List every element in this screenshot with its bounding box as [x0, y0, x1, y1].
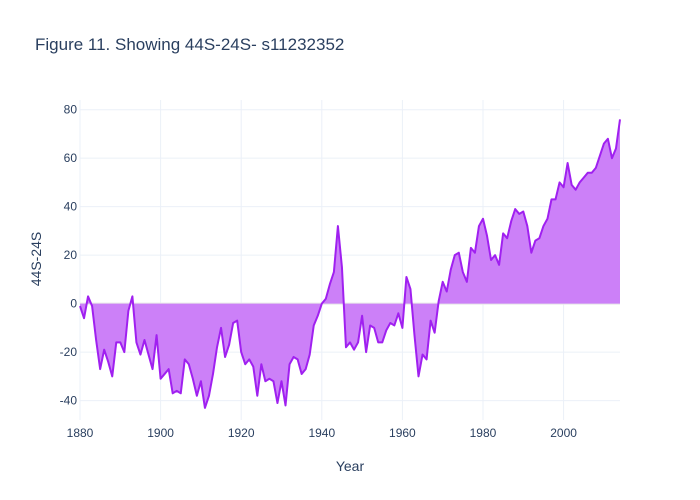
area-fill — [80, 119, 620, 408]
y-tick-label: 40 — [64, 200, 78, 214]
x-tick-label: 1940 — [308, 426, 335, 440]
x-tick-label: 1980 — [470, 426, 497, 440]
y-tick-label: -40 — [60, 394, 78, 408]
x-tick-label: 1960 — [389, 426, 416, 440]
tick-labels: 1880 1900 1920 1940 1960 1980 2000 -40 -20 0 20 40 6… — [60, 103, 578, 440]
y-tick-label: -20 — [60, 345, 78, 359]
series-line — [79, 119, 621, 409]
y-tick-label: 80 — [64, 103, 78, 117]
y-tick-label: 0 — [70, 297, 77, 311]
x-tick-label: 2000 — [550, 426, 577, 440]
y-tick-label: 60 — [64, 151, 78, 165]
x-tick-label: 1900 — [147, 426, 174, 440]
y-tick-label: 20 — [64, 248, 78, 262]
x-tick-label: 1880 — [67, 426, 94, 440]
plot-area — [79, 119, 621, 409]
x-axis-title: Year — [336, 458, 365, 474]
y-axis-title: 44S-24S — [28, 232, 44, 286]
chart-title: Figure 11. Showing 44S-24S- s11232352 — [35, 35, 344, 54]
x-tick-label: 1920 — [228, 426, 255, 440]
